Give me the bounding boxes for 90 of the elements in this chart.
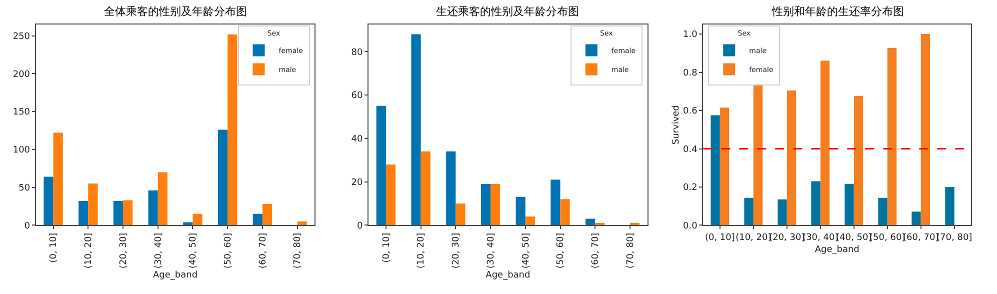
y-tick-label: 0.4 bbox=[683, 144, 698, 155]
x-tick-label: (50, 60] bbox=[556, 232, 566, 268]
bar bbox=[411, 34, 421, 226]
y-tick-label: 40 bbox=[351, 134, 363, 145]
x-tick-label: (20, 30] bbox=[769, 233, 805, 244]
x-tick-label: (60, 70] bbox=[258, 232, 268, 268]
bar bbox=[148, 190, 158, 226]
bar bbox=[844, 184, 854, 226]
x-tick-label: (40, 50] bbox=[188, 232, 199, 268]
bar bbox=[183, 222, 193, 226]
bar bbox=[297, 221, 307, 226]
x-tick-label: (10, 20] bbox=[416, 232, 427, 268]
bar bbox=[490, 184, 500, 226]
bar bbox=[420, 151, 430, 226]
x-tick-label: (20, 30] bbox=[452, 232, 462, 268]
x-tick-label: (40, 50] bbox=[836, 233, 872, 244]
bar bbox=[854, 96, 864, 226]
x-tick-label: (0, 10] bbox=[704, 233, 735, 244]
chart-title: 生还乘客的性别及年龄分布图 bbox=[436, 5, 579, 18]
y-axis-title: Survived bbox=[671, 105, 682, 145]
bar bbox=[218, 130, 228, 226]
bar bbox=[744, 198, 754, 226]
x-tick-label: (30, 40] bbox=[486, 232, 496, 268]
y-tick-label: 200 bbox=[12, 70, 30, 80]
y-tick-label: 20 bbox=[351, 178, 363, 188]
bar bbox=[53, 132, 63, 226]
chart-title: 全体乘客的性别及年龄分布图 bbox=[104, 5, 247, 18]
y-tick-label: 0.2 bbox=[683, 183, 698, 194]
bar bbox=[386, 164, 396, 226]
bar bbox=[480, 184, 491, 226]
x-tick-label: (30, 40] bbox=[802, 233, 838, 244]
x-tick-label: (40, 50] bbox=[521, 232, 532, 268]
bar bbox=[778, 199, 787, 226]
x-tick-label: (20, 30] bbox=[118, 232, 129, 268]
bar bbox=[88, 184, 98, 226]
y-tick-label: 100 bbox=[12, 146, 30, 156]
y-tick-label: 0.8 bbox=[683, 68, 698, 78]
bar bbox=[113, 200, 124, 226]
chart-title: 性别和年龄的生还率分布图 bbox=[771, 5, 904, 18]
x-tick-label: (10, 20] bbox=[736, 233, 772, 244]
y-tick-label: 1.0 bbox=[683, 30, 698, 40]
bar bbox=[252, 214, 262, 226]
bar bbox=[123, 200, 133, 226]
bar bbox=[560, 199, 570, 226]
x-tick-label: (70, 80] bbox=[293, 232, 304, 268]
bar bbox=[820, 60, 830, 226]
x-axis-title: Age_band bbox=[153, 270, 198, 280]
bar bbox=[376, 106, 386, 226]
x-tick-label: (50, 60] bbox=[224, 232, 234, 268]
bar bbox=[878, 198, 888, 226]
bar bbox=[550, 180, 560, 226]
bar bbox=[586, 218, 596, 226]
y-tick-label: 0.6 bbox=[683, 106, 698, 117]
bar bbox=[920, 34, 930, 226]
bar bbox=[456, 204, 466, 226]
bar bbox=[811, 181, 820, 226]
x-tick-label: (10, 20] bbox=[84, 232, 94, 268]
bar bbox=[228, 34, 238, 226]
x-axis-title: Age_band bbox=[814, 244, 860, 255]
y-tick-label: 50 bbox=[18, 183, 30, 194]
bar bbox=[192, 214, 202, 226]
bar bbox=[720, 108, 730, 226]
x-tick-label: (30, 40] bbox=[154, 232, 164, 268]
y-tick-label: 250 bbox=[12, 32, 30, 42]
x-tick-label: (0, 10] bbox=[382, 232, 392, 263]
y-tick-label: 0 bbox=[356, 221, 363, 232]
x-tick-label: (0, 10] bbox=[49, 232, 60, 263]
bar bbox=[158, 172, 168, 226]
bar bbox=[446, 151, 456, 226]
y-tick-label: 0.0 bbox=[683, 221, 698, 232]
bar bbox=[887, 48, 897, 226]
bar bbox=[945, 186, 954, 226]
y-tick-label: 80 bbox=[351, 48, 363, 58]
bar bbox=[44, 176, 54, 226]
bar bbox=[753, 84, 763, 226]
bar bbox=[710, 115, 720, 226]
bar bbox=[525, 216, 535, 226]
bar bbox=[262, 204, 272, 226]
x-tick-label: (50, 60] bbox=[870, 233, 906, 244]
y-tick-label: 0 bbox=[24, 221, 30, 232]
bar bbox=[516, 197, 526, 226]
x-axis-title: Age_band bbox=[486, 270, 530, 280]
bar bbox=[912, 212, 921, 226]
x-tick-label: (60, 70] bbox=[591, 232, 602, 268]
y-tick-label: 150 bbox=[12, 108, 30, 118]
bar bbox=[78, 200, 88, 226]
x-tick-label: (70, 80] bbox=[936, 233, 972, 244]
y-tick-label: 60 bbox=[351, 91, 363, 102]
x-tick-label: (70, 80] bbox=[626, 232, 636, 268]
bar bbox=[786, 90, 796, 226]
